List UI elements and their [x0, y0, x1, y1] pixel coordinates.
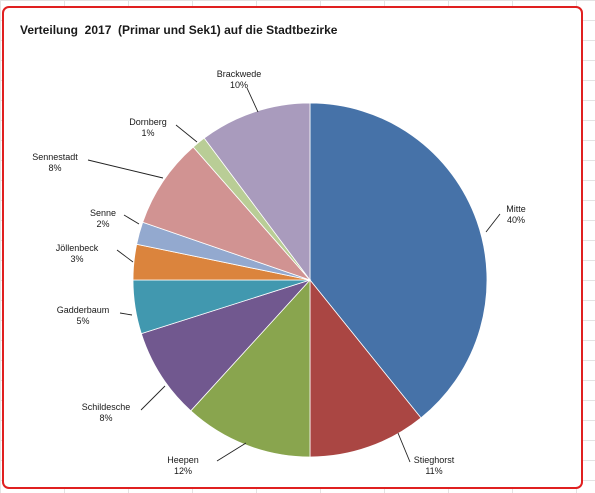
- leader-line-dornberg: [175, 124, 198, 143]
- pie-slice-schildesche[interactable]: [140, 279, 312, 412]
- slice-percent-mitte: 40%: [507, 215, 525, 225]
- slice-label-sennestadt: Sennestadt: [32, 152, 78, 162]
- leader-line-brackwede: [246, 87, 259, 113]
- slice-label-gadderbaum: Gadderbaum: [57, 305, 110, 315]
- pie-slice-mitte[interactable]: [309, 102, 488, 419]
- pie-slice-brackwede[interactable]: [203, 102, 311, 282]
- slice-percent-schildesche: 8%: [99, 413, 112, 423]
- chart-title: Verteilung 2017 (Primar und Sek1) auf di…: [20, 23, 338, 37]
- slice-percent-jöllenbeck: 3%: [70, 254, 83, 264]
- slice-percent-brackwede: 10%: [230, 80, 248, 90]
- leader-line-senne: [123, 214, 140, 225]
- slice-percent-gadderbaum: 5%: [76, 316, 89, 326]
- leader-line-sennestadt: [87, 159, 164, 179]
- slice-label-schildesche: Schildesche: [82, 402, 131, 412]
- pie-slice-sennestadt[interactable]: [142, 146, 312, 281]
- slice-percent-senne: 2%: [96, 219, 109, 229]
- slice-label-dornberg: Dornberg: [129, 117, 167, 127]
- slice-percent-dornberg: 1%: [141, 128, 154, 138]
- leader-line-stieghorst: [397, 432, 411, 463]
- slice-percent-heepen: 12%: [174, 466, 192, 476]
- slice-label-mitte: Mitte: [506, 204, 526, 214]
- leader-line-gadderbaum: [119, 312, 133, 316]
- slice-percent-sennestadt: 8%: [48, 163, 61, 173]
- leader-line-jöllenbeck: [116, 249, 134, 263]
- pie-slice-stieghorst[interactable]: [309, 278, 422, 458]
- slice-percent-stieghorst: 11%: [425, 466, 442, 476]
- leader-line-mitte: [485, 213, 501, 233]
- slice-label-heepen: Heepen: [167, 455, 199, 465]
- slice-label-brackwede: Brackwede: [217, 69, 262, 79]
- leader-line-heepen: [216, 442, 247, 462]
- slice-label-stieghorst: Stieghorst: [414, 455, 455, 465]
- pie-slice-heepen[interactable]: [190, 278, 311, 458]
- slice-label-jöllenbeck: Jöllenbeck: [56, 243, 99, 253]
- slice-label-senne: Senne: [90, 208, 116, 218]
- leader-line-schildesche: [140, 385, 166, 411]
